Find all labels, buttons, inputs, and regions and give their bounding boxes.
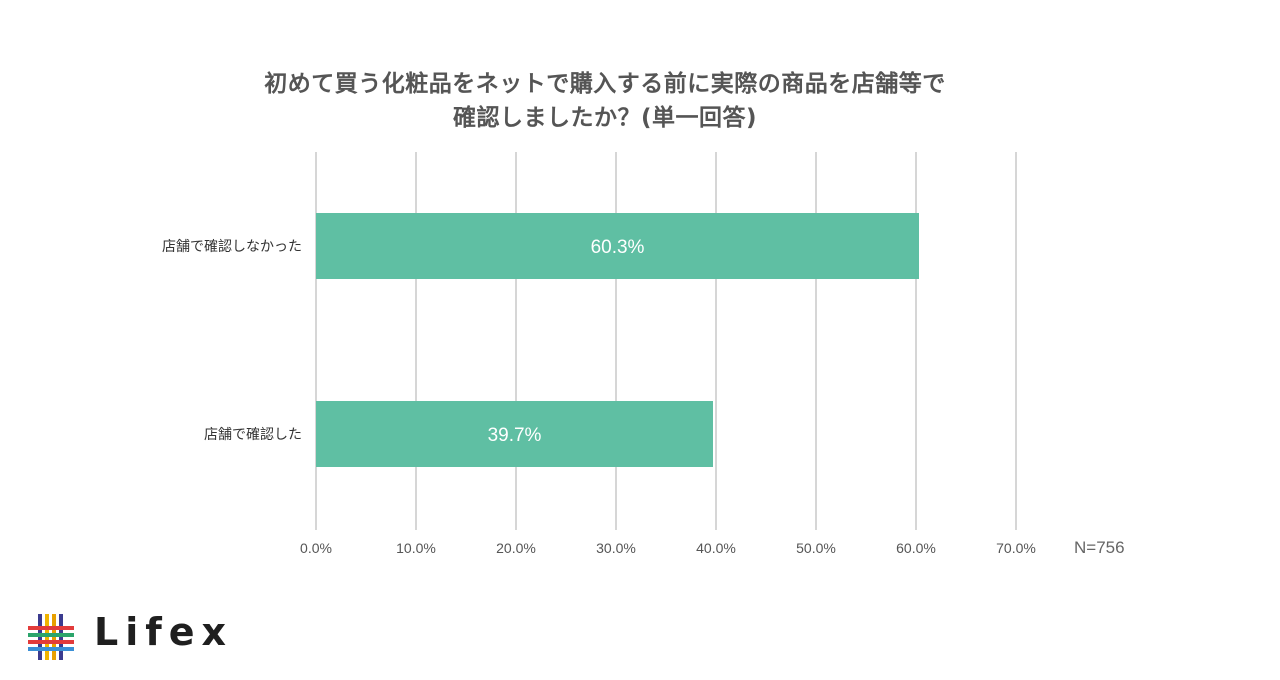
bar (316, 213, 919, 279)
bar-value-label: 39.7% (488, 425, 542, 446)
bar-value-label: 60.3% (591, 237, 645, 258)
sample-size-note: N=756 (1074, 538, 1125, 557)
x-tick-label: 20.0% (496, 540, 536, 556)
category-label: 店舗で確認しなかった (162, 239, 302, 255)
x-tick-label: 60.0% (896, 540, 936, 556)
category-label: 店舗で確認した (204, 427, 302, 443)
x-tick-label: 10.0% (396, 540, 436, 556)
bar-chart: 0.0% 10.0% 20.0% 30.0% 40.0% 50.0% 60.0% 70.0% N… (162, 152, 1125, 557)
chart-title-line-1: 初めて買う化粧品をネットで購入する前に実際の商品を店舗等で (264, 71, 946, 97)
x-tick-label: 40.0% (696, 540, 736, 556)
lifex-logo-mark-icon (28, 614, 74, 660)
lifex-logo-text: Lifex (94, 610, 234, 654)
lifex-logo: Lifex (26, 608, 266, 660)
x-tick-label: 50.0% (796, 540, 836, 556)
x-tick-label: 0.0% (300, 540, 332, 556)
bar (316, 401, 713, 467)
x-tick-label: 70.0% (996, 540, 1036, 556)
x-tick-label: 30.0% (596, 540, 636, 556)
chart-title-line-2: 確認しましたか？(単一回答) (452, 105, 758, 131)
